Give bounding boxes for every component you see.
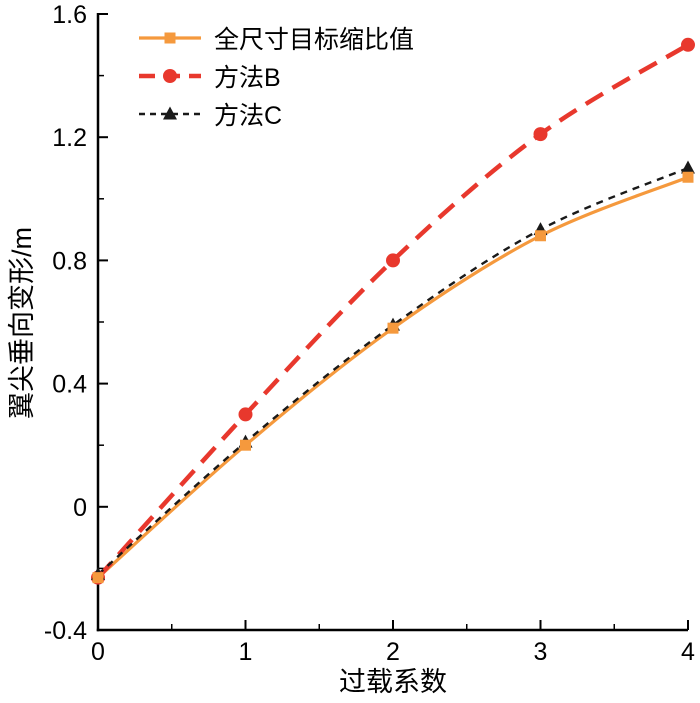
series-line-0 <box>96 175 689 579</box>
legend: 全尺寸目标缩比值 方法B 方法C <box>138 23 414 130</box>
y-tick-label: 0.4 <box>52 371 87 399</box>
square-marker <box>164 32 176 43</box>
y-tick-label: 1.6 <box>52 1 87 29</box>
x-tick-label: 2 <box>386 638 400 666</box>
square-marker <box>535 230 546 242</box>
triangle-marker <box>163 106 177 119</box>
circle-marker <box>681 37 695 52</box>
series-line-2 <box>97 166 689 576</box>
y-tick-label: 1.2 <box>52 124 87 152</box>
legend-item-full-scale: 全尺寸目标缩比值 <box>138 23 414 54</box>
y-tick-label: 0 <box>73 494 87 522</box>
x-tick-label: 1 <box>239 638 253 666</box>
x-tick-label: 0 <box>91 638 105 666</box>
legend-item-method-c: 方法C <box>138 99 414 130</box>
square-marker <box>240 439 251 451</box>
y-tick-label: -0.4 <box>44 617 87 645</box>
legend-sample-triangle-icon <box>139 106 201 119</box>
triangle-marker <box>681 160 695 174</box>
y-axis-label: 翼尖垂向变形/m <box>7 227 37 419</box>
legend-sample-square-icon <box>139 32 201 43</box>
square-marker <box>92 572 104 584</box>
square-marker <box>387 322 399 334</box>
legend-label-method-b: 方法B <box>214 63 281 92</box>
legend-sample-circle-icon <box>139 68 201 83</box>
x-tick-label: 3 <box>534 638 548 666</box>
series-line-1 <box>96 42 690 580</box>
legend-item-method-b: 方法B <box>138 61 414 92</box>
x-axis-label: 过载系数 <box>339 667 447 697</box>
x-tick-label: 4 <box>681 638 695 666</box>
y-tick-label: 0.8 <box>52 247 87 275</box>
circle-marker <box>238 407 253 422</box>
legend-label-full-scale: 全尺寸目标缩比值 <box>214 25 415 54</box>
circle-marker <box>386 253 400 268</box>
circle-marker <box>163 68 177 83</box>
square-marker <box>682 171 694 183</box>
legend-label-method-c: 方法C <box>214 101 283 130</box>
circle-marker <box>533 127 548 142</box>
